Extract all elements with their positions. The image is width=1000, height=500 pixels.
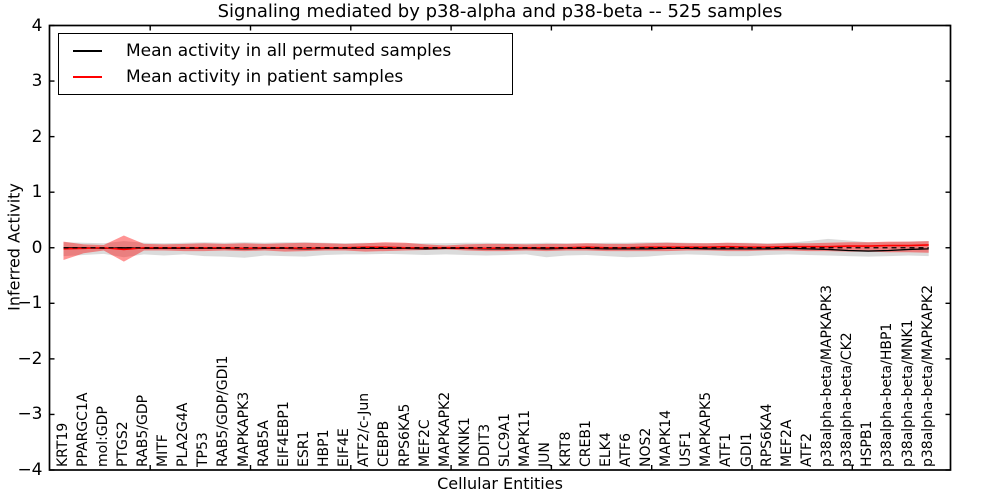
legend: Mean activity in all permuted samples Me… (58, 33, 513, 95)
y-tick-label: 2 (31, 126, 43, 147)
y-tick-label: 0 (31, 237, 43, 258)
y-tick-label: 3 (31, 71, 43, 92)
legend-label-patient: Mean activity in patient samples (126, 67, 404, 88)
legend-entry-permuted: Mean activity in all permuted samples (73, 41, 512, 61)
y-tick-label: 4 (31, 15, 43, 36)
legend-entry-patient: Mean activity in patient samples (73, 67, 512, 87)
legend-label-permuted: Mean activity in all permuted samples (126, 40, 452, 61)
y-tick-label: 1 (31, 182, 43, 203)
y-tick-label: −4 (17, 460, 43, 480)
permuted-line-sample (73, 49, 102, 52)
y-tick-label: −2 (17, 348, 43, 369)
chart-title: Signaling mediated by p38-alpha and p38-… (217, 1, 783, 22)
patient-line-sample (73, 76, 102, 79)
y-tick-label: −3 (17, 404, 43, 425)
x-axis-label: Cellular Entities (437, 474, 563, 493)
y-tick-label: −1 (17, 293, 43, 314)
